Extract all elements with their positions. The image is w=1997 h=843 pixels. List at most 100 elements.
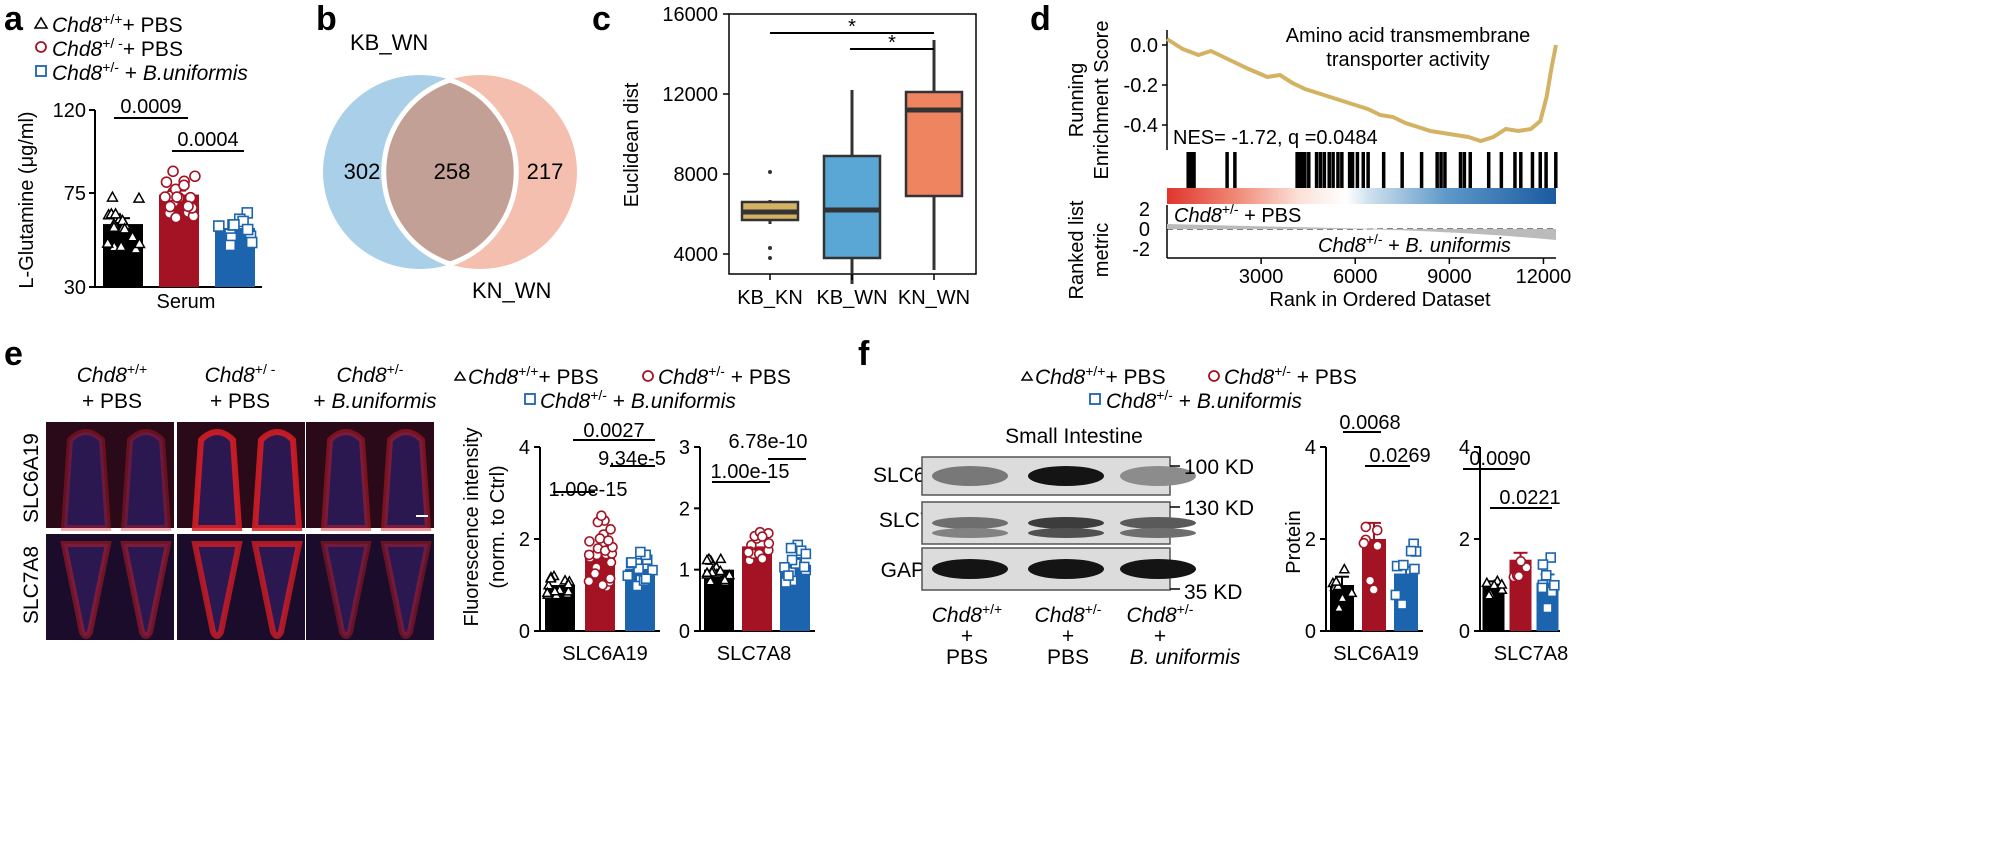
e-left-chart: 0 2 4 SLC6A19 0.0027 9.34e-5 1.00e-15 xyxy=(519,420,666,665)
panel-label-d: d xyxy=(1030,0,1051,38)
d-hit-tick xyxy=(1419,152,1424,188)
c-ylabel: Euclidean dist xyxy=(621,82,643,207)
panel-label-b: b xyxy=(316,0,337,38)
data-point xyxy=(542,579,555,590)
svg-text:Chd8+/- + PBS: Chd8+/- + PBS xyxy=(1224,363,1357,389)
panel-f: f Chd8+/++ PBS Chd8+/- + PBS Chd8+/- + B… xyxy=(858,335,1568,669)
blot-marker: 130 KD xyxy=(1184,497,1254,520)
data-point xyxy=(213,220,225,232)
d-hit-tick xyxy=(1530,152,1535,188)
data-point xyxy=(544,572,557,583)
blot-lane-labels: Chd8+/+ + PBS Chd8+/- + PBS Chd8+/- + B.… xyxy=(932,601,1241,669)
data-point xyxy=(129,242,143,254)
data-point xyxy=(224,239,237,252)
x-label: SLC6A19 xyxy=(562,643,648,665)
d-hit-tick xyxy=(1443,152,1447,188)
d-hit-tick xyxy=(1499,152,1504,188)
data-point xyxy=(106,190,119,202)
data-point xyxy=(1338,563,1351,574)
data-point xyxy=(109,207,122,219)
villus xyxy=(320,429,372,531)
svg-text:Chd8+/-: Chd8+/- xyxy=(1035,601,1102,627)
d-ytick-rank: -2 xyxy=(1132,239,1150,261)
data-point xyxy=(631,580,643,592)
d-xtick-label: 3000 xyxy=(1239,266,1284,288)
blot-band xyxy=(932,528,1008,538)
data-point xyxy=(107,220,121,233)
data-point xyxy=(583,549,595,561)
data-point xyxy=(1513,570,1525,582)
data-point xyxy=(562,585,575,596)
data-point xyxy=(786,554,798,566)
villus xyxy=(251,541,303,639)
data-point xyxy=(743,547,754,558)
data-point xyxy=(1358,537,1370,549)
ytick-label: 0 xyxy=(1459,621,1470,643)
d-hit-tick xyxy=(1400,152,1404,188)
legend-triangle-marker xyxy=(33,16,49,29)
p-value: 0.0027 xyxy=(583,420,644,442)
e-micrographs xyxy=(46,422,434,640)
d-ytick-rank: 0 xyxy=(1139,219,1150,241)
data-point xyxy=(719,573,731,585)
d-hit-tick xyxy=(1361,152,1365,188)
data-point xyxy=(189,170,201,183)
svg-text:+: + xyxy=(961,625,973,648)
data-point xyxy=(640,573,652,585)
data-point xyxy=(604,573,616,584)
d-hit-tick xyxy=(1298,152,1302,188)
d-title-1: Amino acid transmembrane xyxy=(1286,25,1531,47)
data-point xyxy=(584,536,595,547)
svg-text:Chd8+/-: Chd8+/- xyxy=(1127,601,1194,627)
e-col2-tail: + PBS xyxy=(210,390,270,413)
svg-text:+: + xyxy=(1154,625,1166,648)
e-row2-label: SLC7A8 xyxy=(20,546,43,624)
a-pvalue: 0.0009 xyxy=(120,96,181,118)
legend-a: Chd8+/++ PBS Chd8+/ -+ PBS Chd8+/- + B.u… xyxy=(33,11,248,85)
blot-band xyxy=(1120,559,1196,579)
c-ytick-label: 4000 xyxy=(674,244,719,266)
data-point xyxy=(783,570,794,581)
data-point xyxy=(714,552,727,564)
bar xyxy=(103,224,143,287)
villus xyxy=(120,429,172,531)
panel-d: d Running Enrichment Score Ranked list m… xyxy=(1030,0,1571,311)
d-hit-tick xyxy=(1189,152,1193,188)
blot-band xyxy=(1028,528,1104,538)
villus xyxy=(60,541,112,639)
data-point xyxy=(1336,591,1349,603)
data-point xyxy=(118,222,131,234)
blot-marker: 35 KD xyxy=(1184,581,1242,604)
svg-text:PBS: PBS xyxy=(946,646,988,669)
d-hit-tick xyxy=(1225,152,1229,188)
a-ytick: 75 xyxy=(64,183,86,205)
panel-b: b KB_WN KN_WN 302 258 217 xyxy=(316,0,577,303)
e-ylabel-1: Fluorescence intensity xyxy=(461,428,483,627)
venn-left-label: KB_WN xyxy=(350,30,428,55)
p-value: 9.34e-5 xyxy=(598,448,666,470)
f-left-chart: 0 2 4 SLC6A19 0.0068 0.0269 xyxy=(1305,412,1431,665)
d-nes-label: NES= -1.72, q =0.0484 xyxy=(1173,127,1378,149)
svg-text:Chd8+/++ PBS: Chd8+/++ PBS xyxy=(468,363,599,389)
ytick-label: 4 xyxy=(1459,437,1470,459)
d-hit-tick xyxy=(1462,152,1467,188)
d-hit-tick xyxy=(1331,152,1335,188)
panel-c: c 4000 8000 12000 16000 Euclidean dist KB_K… xyxy=(592,0,977,309)
data-point xyxy=(126,230,139,242)
data-point xyxy=(596,510,607,522)
venn-overlap-count: 258 xyxy=(434,159,471,184)
d-ylabel-rank-2: metric xyxy=(1091,223,1113,277)
data-point xyxy=(159,191,171,203)
data-point xyxy=(1537,582,1548,594)
data-point xyxy=(1360,521,1372,533)
blot-band xyxy=(932,559,1008,579)
blot-title: Small Intestine xyxy=(1005,425,1143,448)
svg-text:Chd8+/- + B. uniformis: Chd8+/- + B. uniformis xyxy=(1318,231,1511,257)
e-row1-label: SLC6A19 xyxy=(20,433,43,523)
data-point xyxy=(1515,556,1527,567)
a-ytick: 120 xyxy=(53,100,86,122)
d-hit-tick xyxy=(1554,152,1558,188)
villus xyxy=(120,541,172,639)
data-point xyxy=(182,200,194,213)
data-point xyxy=(1390,589,1402,601)
